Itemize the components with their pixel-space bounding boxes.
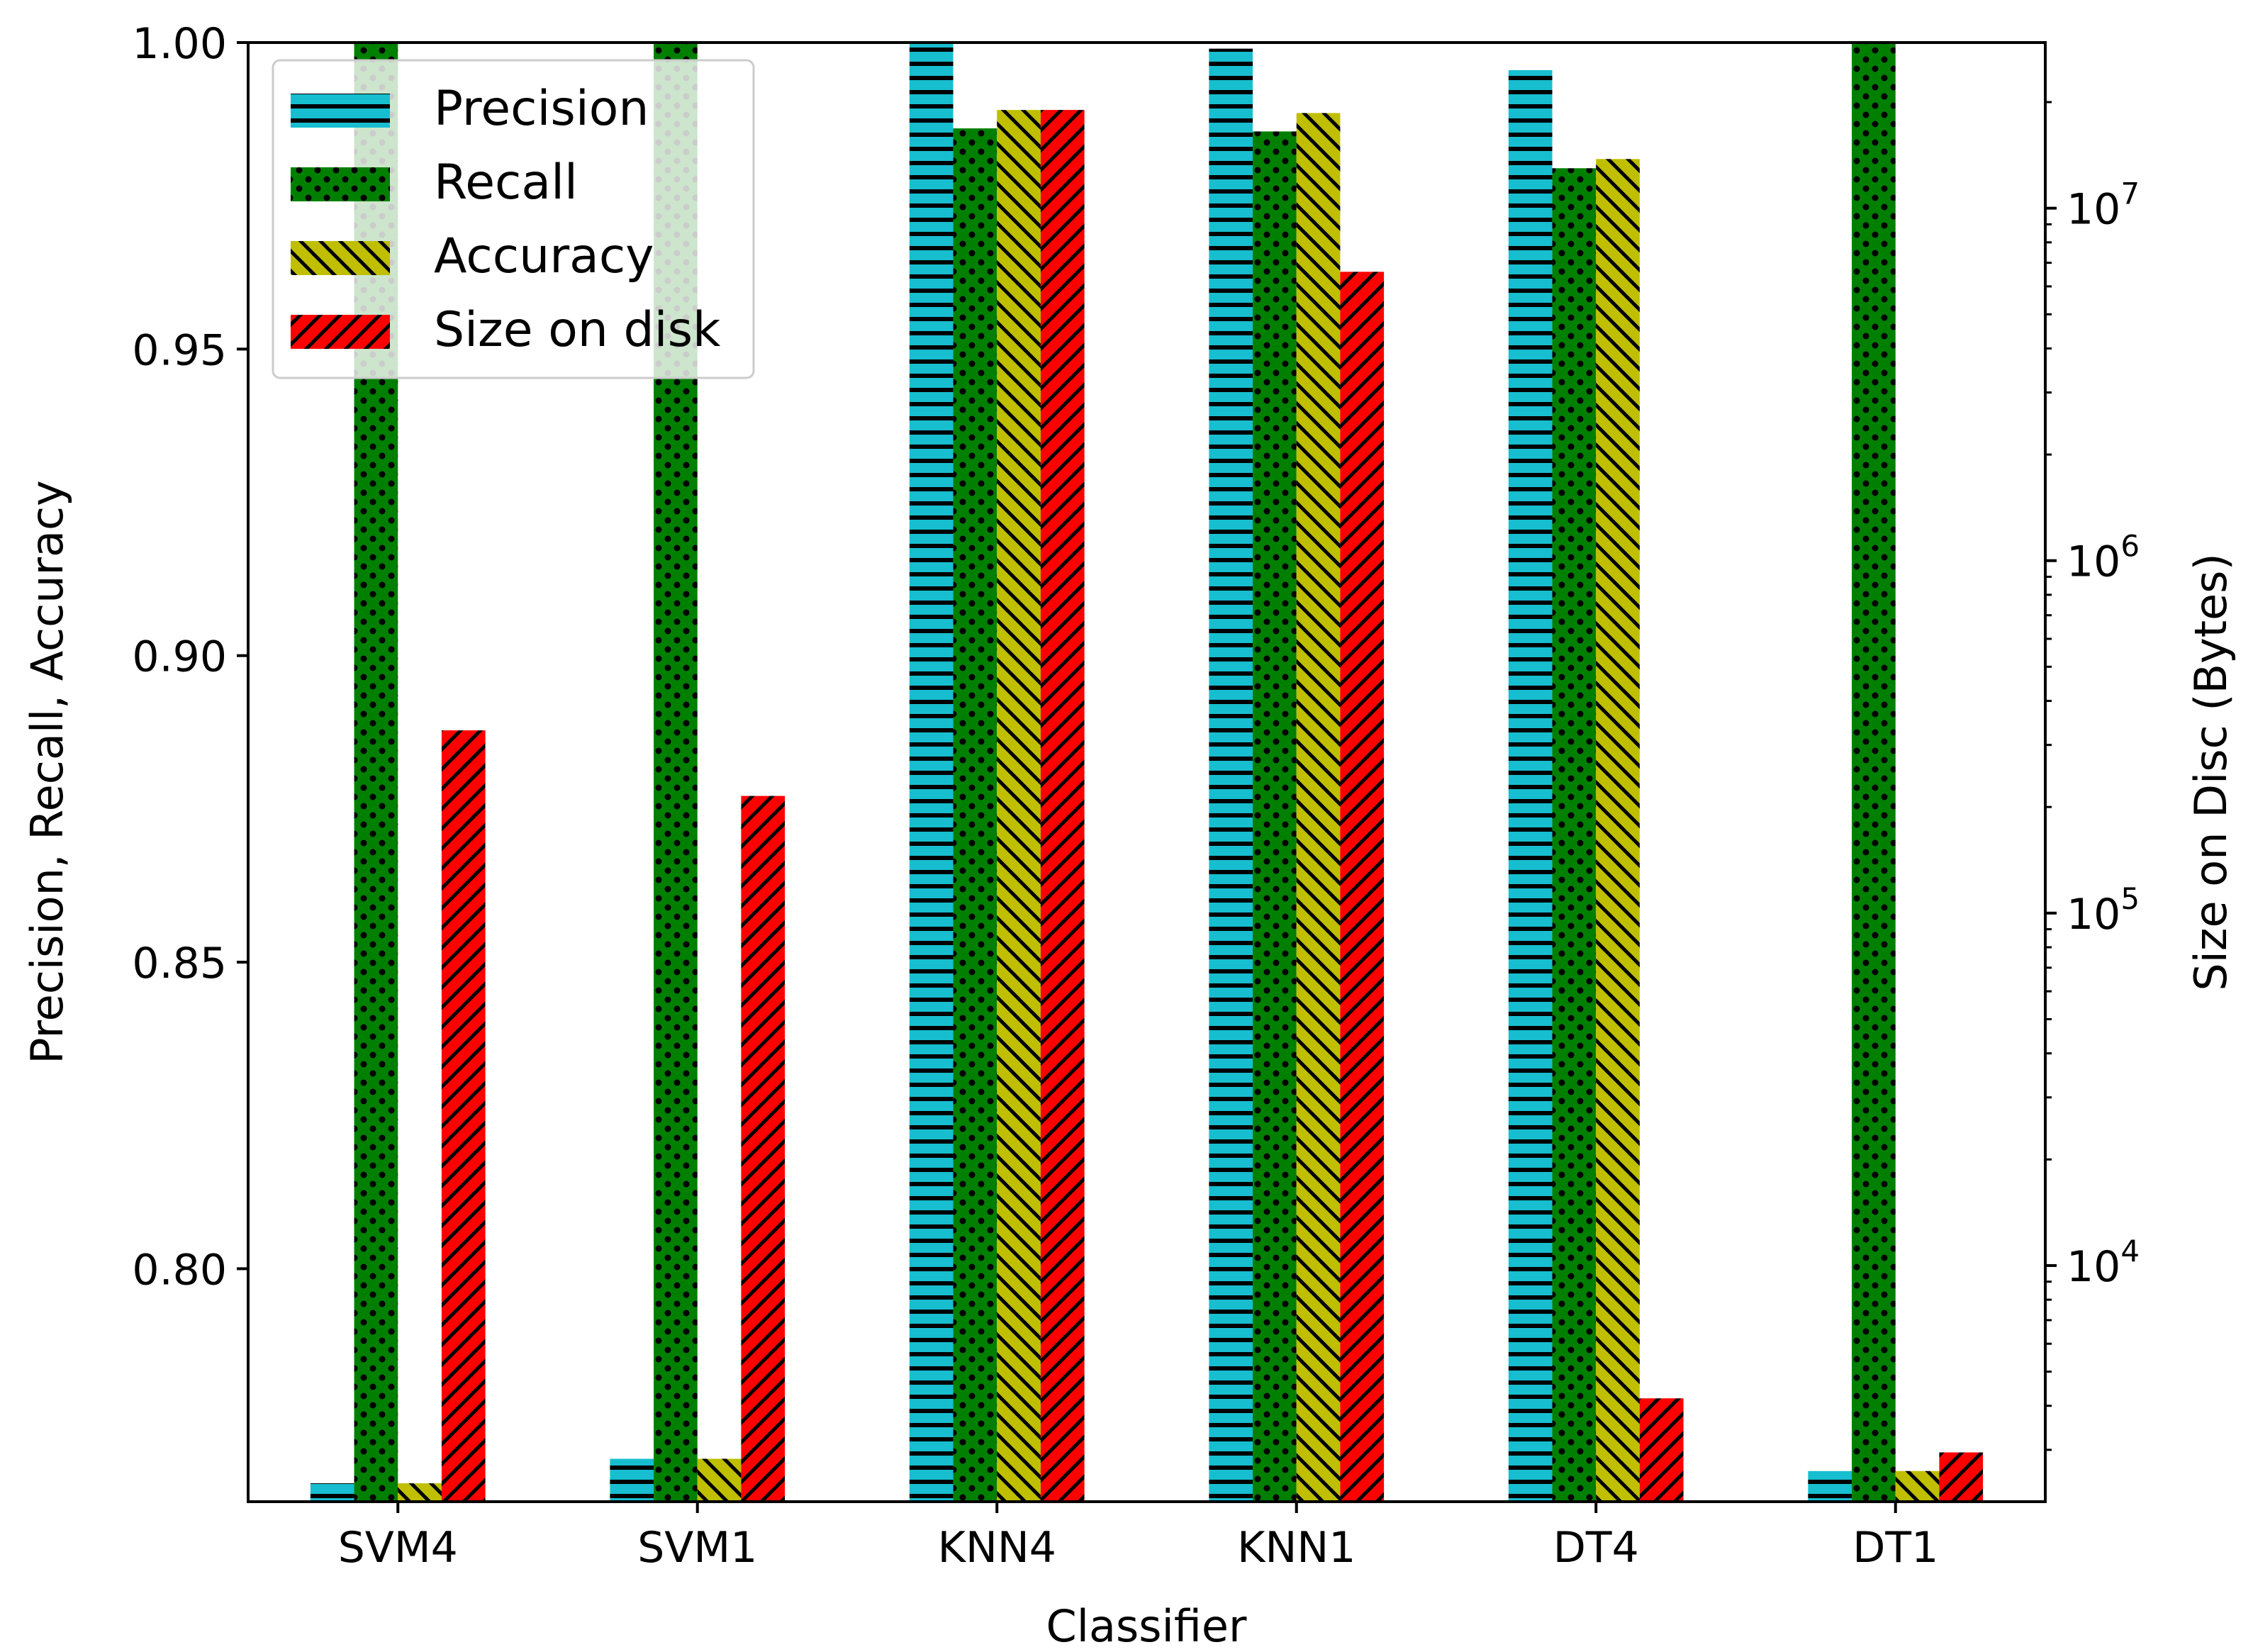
legend-frame bbox=[272, 59, 755, 379]
y2-tick-label: 106 bbox=[2067, 529, 2140, 587]
bar-accuracy-dt1 bbox=[1895, 1470, 1940, 1502]
legend-swatch-recall bbox=[291, 167, 390, 201]
x-tick-label-dt4: DT4 bbox=[1553, 1523, 1639, 1573]
x-tick-label-svm4: SVM4 bbox=[338, 1523, 458, 1573]
legend-label-accuracy: Accuracy bbox=[434, 228, 654, 284]
y2-tick-label: 104 bbox=[2067, 1234, 2140, 1292]
bar-recall-dt1 bbox=[1852, 43, 1896, 1502]
bar-size-on-disk-dt4 bbox=[1639, 1398, 1684, 1502]
bar-accuracy-svm4 bbox=[398, 1483, 442, 1502]
y2-axis-label: Size on Disc (Bytes) bbox=[2185, 553, 2237, 990]
bar-precision-svm4 bbox=[310, 1483, 354, 1502]
bar-recall-knn4 bbox=[953, 128, 997, 1502]
legend-swatch-size-on-disk bbox=[291, 315, 390, 349]
y2-tick-label: 107 bbox=[2067, 177, 2140, 235]
x-tick-label-knn1: KNN1 bbox=[1237, 1523, 1355, 1573]
y-tick-label: 1.00 bbox=[132, 19, 227, 69]
y-axis-label: Precision, Recall, Accuracy bbox=[21, 480, 73, 1064]
bar-precision-knn1 bbox=[1209, 48, 1253, 1502]
bar-precision-knn4 bbox=[909, 43, 954, 1502]
bar-recall-dt4 bbox=[1552, 168, 1597, 1502]
bar-precision-svm1 bbox=[610, 1458, 654, 1502]
bar-accuracy-knn1 bbox=[1296, 113, 1341, 1502]
x-axis-ticks: SVM4 SVM1 KNN4 KNN1 DT4 DT1 bbox=[338, 1502, 1938, 1573]
y-tick-label: 0.85 bbox=[132, 939, 227, 988]
legend-label-recall: Recall bbox=[434, 155, 578, 211]
bar-recall-knn1 bbox=[1253, 131, 1297, 1502]
plot-frame bbox=[247, 41, 2047, 1503]
right-axis-ticks: 104 105 106 107 bbox=[2045, 101, 2140, 1451]
bar-size-on-disk-svm1 bbox=[741, 796, 786, 1502]
y-tick-label: 0.95 bbox=[132, 325, 227, 375]
y-tick-label: 0.90 bbox=[132, 632, 227, 682]
bar-size-on-disk-knn1 bbox=[1340, 272, 1385, 1502]
bar-size-on-disk-knn4 bbox=[1040, 110, 1085, 1502]
bar-precision-dt4 bbox=[1508, 69, 1553, 1502]
bars-group bbox=[310, 43, 1984, 1502]
legend: Precision Recall Accuracy Size on disk bbox=[272, 59, 755, 379]
left-axis-ticks: 0.80 0.85 0.90 0.95 1.00 bbox=[132, 19, 248, 1295]
bar-accuracy-knn4 bbox=[997, 110, 1041, 1502]
legend-swatch-precision bbox=[291, 94, 390, 128]
x-tick-label-dt1: DT1 bbox=[1852, 1523, 1938, 1573]
x-axis-label: Classifier bbox=[1046, 1600, 1247, 1652]
legend-swatch-accuracy bbox=[291, 241, 390, 275]
bar-size-on-disk-dt1 bbox=[1939, 1452, 1984, 1502]
legend-label-size-on-disk: Size on disk bbox=[434, 302, 721, 358]
bar-size-on-disk-svm4 bbox=[441, 730, 486, 1502]
y-tick-label: 0.80 bbox=[132, 1245, 227, 1295]
legend-label-precision: Precision bbox=[434, 81, 649, 137]
bar-accuracy-dt4 bbox=[1596, 159, 1640, 1502]
x-tick-label-svm1: SVM1 bbox=[637, 1523, 757, 1573]
y2-tick-label: 105 bbox=[2067, 881, 2140, 939]
bar-accuracy-svm1 bbox=[697, 1458, 742, 1502]
bar-precision-dt1 bbox=[1808, 1470, 1852, 1502]
x-tick-label-knn4: KNN4 bbox=[938, 1523, 1056, 1573]
